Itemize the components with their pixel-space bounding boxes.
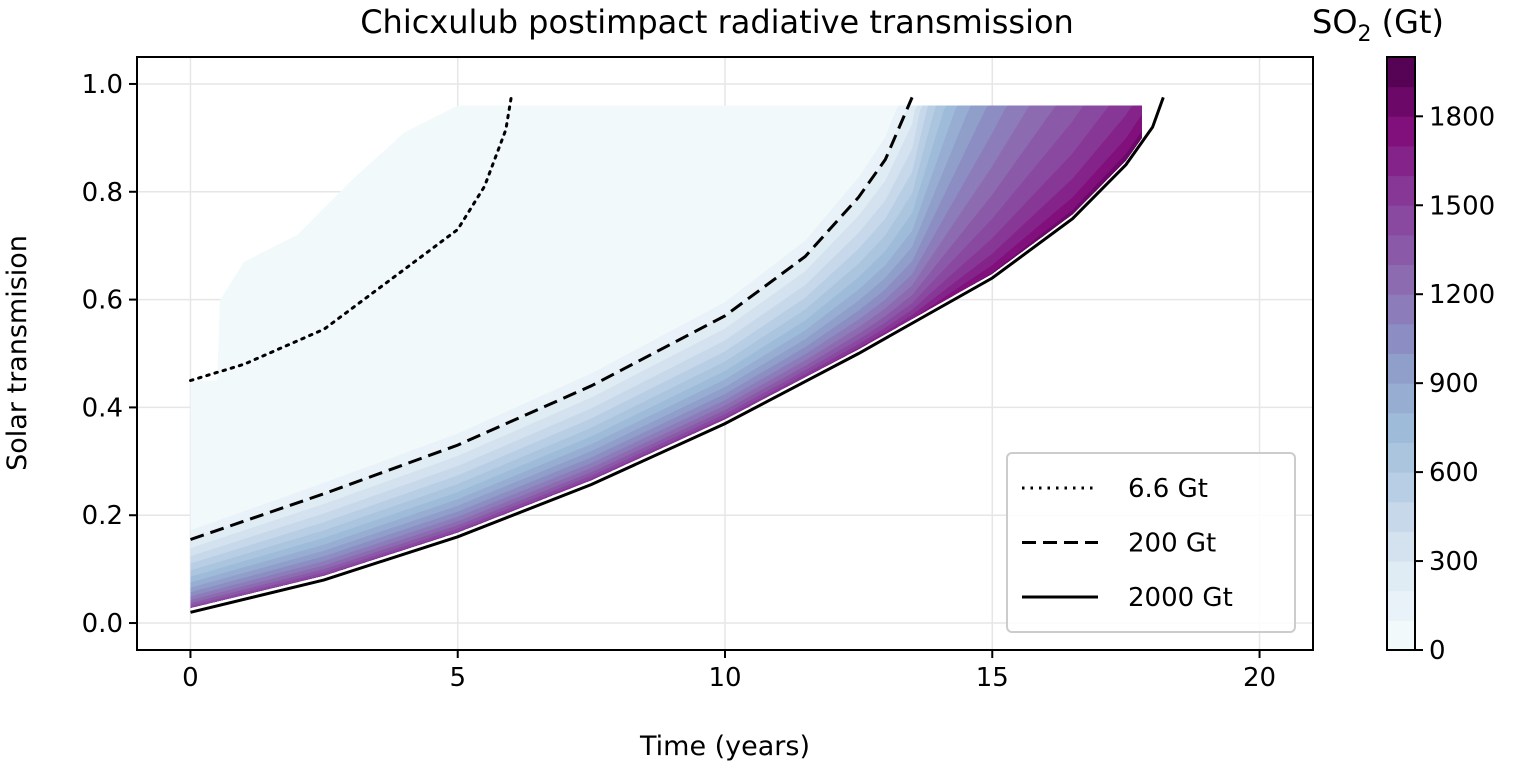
colorbar-segment bbox=[1387, 175, 1415, 206]
colorbar-segment bbox=[1387, 442, 1415, 473]
series-line-dotted bbox=[189, 95, 513, 382]
legend: 6.6 Gt 200 Gt 2000 Gt bbox=[1006, 452, 1296, 633]
colorbar-label: SO2 (Gt) bbox=[1312, 3, 1444, 47]
x-axis-label: Time (years) bbox=[639, 731, 810, 762]
x-tick-label: 10 bbox=[708, 663, 741, 693]
chart-title: Chicxulub postimpact radiative transmiss… bbox=[360, 3, 1074, 41]
colorbar-tick-label: 1200 bbox=[1429, 280, 1495, 310]
legend-label: 2000 Gt bbox=[1128, 583, 1233, 613]
colorbar-tick-label: 0 bbox=[1429, 636, 1446, 666]
colorbar-segment bbox=[1387, 472, 1415, 503]
colorbar-tick-label: 600 bbox=[1429, 458, 1479, 488]
y-tick-label: 0.6 bbox=[82, 286, 123, 316]
colorbar-segment bbox=[1387, 116, 1415, 147]
colorbar-tick-label: 1500 bbox=[1429, 191, 1495, 221]
series-line-dashed bbox=[190, 96, 914, 541]
y-tick-label: 0.2 bbox=[82, 501, 123, 531]
colorbar-segment bbox=[1387, 531, 1415, 562]
colorbar: 0 300 600 900 1200 1500 1800 bbox=[1386, 56, 1495, 666]
contour-band bbox=[190, 105, 1142, 608]
colorbar-segment bbox=[1387, 501, 1415, 532]
colorbar-segment bbox=[1387, 294, 1415, 325]
colorbar-segment bbox=[1387, 353, 1415, 384]
colorbar-segment bbox=[1387, 561, 1415, 592]
y-axis: 0.0 0.2 0.4 0.6 0.8 1.0 bbox=[82, 70, 137, 639]
colorbar-tick-label: 900 bbox=[1429, 369, 1479, 399]
series-lines bbox=[189, 95, 1165, 614]
y-tick-label: 0.8 bbox=[82, 178, 123, 208]
series-line-solid bbox=[190, 96, 1165, 614]
legend-label: 6.6 Gt bbox=[1128, 474, 1208, 504]
y-tick-label: 0.0 bbox=[82, 609, 123, 639]
colorbar-segment bbox=[1387, 412, 1415, 443]
colorbar-segment bbox=[1387, 264, 1415, 295]
contour-band bbox=[190, 105, 1142, 608]
x-tick-label: 0 bbox=[182, 663, 199, 693]
filled-contour bbox=[190, 105, 1142, 608]
y-axis-label: Solar transmision bbox=[2, 235, 33, 471]
colorbar-tick-label: 1800 bbox=[1429, 102, 1495, 132]
colorbar-segment bbox=[1387, 205, 1415, 236]
x-tick-label: 5 bbox=[449, 663, 466, 693]
colorbar-segment bbox=[1387, 323, 1415, 354]
colorbar-segment bbox=[1387, 383, 1415, 414]
colorbar-frame bbox=[1386, 56, 1416, 651]
colorbar-segment bbox=[1387, 590, 1415, 621]
legend-label: 200 Gt bbox=[1128, 529, 1216, 559]
colorbar-segment bbox=[1387, 86, 1415, 117]
y-tick-label: 1.0 bbox=[82, 70, 123, 100]
colorbar-segment bbox=[1387, 57, 1415, 88]
colorbar-tick-label: 300 bbox=[1429, 547, 1479, 577]
legend-box bbox=[1006, 452, 1296, 633]
x-axis: 0 5 10 15 20 bbox=[182, 650, 1276, 693]
x-tick-label: 20 bbox=[1243, 663, 1276, 693]
colorbar-segment bbox=[1387, 234, 1415, 266]
x-tick-label: 15 bbox=[976, 663, 1009, 693]
colorbar-segment bbox=[1387, 620, 1415, 651]
y-tick-label: 0.4 bbox=[82, 393, 123, 423]
colorbar-segment bbox=[1387, 145, 1415, 177]
